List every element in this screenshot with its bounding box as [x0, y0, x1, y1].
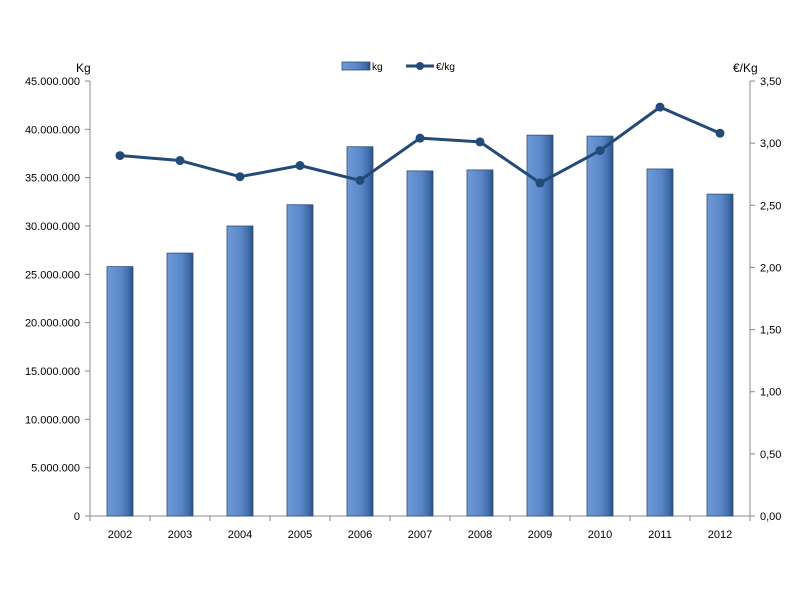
price-point-2010: [595, 146, 605, 156]
legend-swatch-kg: [341, 61, 371, 71]
bar-2003: [166, 252, 194, 517]
price-point-2008: [475, 137, 485, 147]
left-axis-title: Kg: [76, 61, 91, 75]
right-tick-label: 3,50: [760, 76, 781, 88]
right-tick-label: 3,00: [760, 138, 781, 150]
left-tick-label: 40.000.000: [25, 124, 80, 136]
price-point-2006: [355, 175, 365, 185]
left-tick-label: 20.000.000: [25, 318, 80, 330]
bar-2012: [706, 193, 734, 517]
right-tick-label: 2,50: [760, 200, 781, 212]
bar-2011: [646, 168, 674, 517]
right-tick-label: 1,50: [760, 325, 781, 337]
axis-labels: 0 5.000.000 10.000.000 15.000.000 20.000.000…: [25, 61, 781, 541]
price-point-2002: [115, 151, 125, 161]
price-point-2005: [295, 161, 305, 171]
bar-2006: [346, 146, 374, 517]
x-tick-label: 2012: [708, 529, 732, 541]
x-tick-label: 2009: [528, 529, 552, 541]
x-tick-label: 2005: [288, 529, 312, 541]
price-point-2009: [535, 178, 545, 188]
left-tick-label: 5.000.000: [31, 463, 80, 475]
bar-2009: [526, 134, 554, 517]
x-tick-label: 2006: [348, 529, 372, 541]
price-point-2007: [415, 133, 425, 143]
legend-marker: [416, 62, 424, 70]
x-tick-label: 2011: [648, 529, 672, 541]
price-point-2003: [175, 156, 185, 166]
bar-2008: [466, 169, 494, 517]
bar-2007: [406, 170, 434, 517]
legend: kg €/kg: [341, 61, 455, 73]
left-tick-label: 25.000.000: [25, 269, 80, 281]
bar-2004: [226, 225, 254, 517]
bar-2010: [586, 135, 614, 517]
x-tick-label: 2007: [408, 529, 432, 541]
price-point-2011: [655, 102, 665, 112]
left-tick-label: 45.000.000: [25, 76, 80, 88]
left-tick-label: 0: [74, 511, 80, 523]
x-tick-label: 2003: [168, 529, 192, 541]
x-tick-label: 2010: [588, 529, 612, 541]
bar-series-kg: [106, 134, 734, 517]
right-tick-label: 0,50: [760, 449, 781, 461]
left-tick-label: 10.000.000: [25, 414, 80, 426]
price-point-2004: [235, 172, 245, 182]
left-tick-label: 15.000.000: [25, 366, 80, 378]
left-tick-label: 30.000.000: [25, 221, 80, 233]
legend-label-kg: kg: [372, 62, 383, 73]
legend-label-eur: €/kg: [436, 62, 455, 73]
bar-2002: [106, 266, 134, 517]
x-tick-label: 2008: [468, 529, 492, 541]
x-tick-label: 2002: [108, 529, 132, 541]
right-tick-label: 0,00: [760, 511, 781, 523]
bar-2005: [286, 204, 314, 517]
price-point-2012: [715, 128, 725, 138]
right-tick-label: 1,00: [760, 387, 781, 399]
right-axis-title: €/Kg: [733, 61, 758, 75]
line-series-eur-per-kg: [115, 102, 725, 188]
x-tick-label: 2004: [228, 529, 252, 541]
left-tick-label: 35.000.000: [25, 173, 80, 185]
right-tick-label: 2,00: [760, 262, 781, 274]
